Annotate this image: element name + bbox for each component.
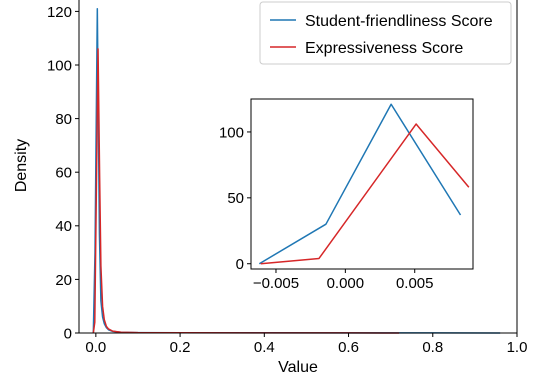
legend-label-expressiveness: Expressiveness Score xyxy=(305,40,463,57)
main-y-tick-label: 100 xyxy=(47,57,72,74)
inset-series-line-0 xyxy=(258,103,462,265)
main-y-tick-label: 20 xyxy=(55,272,72,289)
inset-y-tick-label: 100 xyxy=(219,124,244,141)
y-axis-label: Density xyxy=(13,139,30,192)
inset-y-ticks: 0 50 100 xyxy=(219,124,251,273)
inset-x-tick-label: 0.005 xyxy=(396,275,434,292)
main-y-tick-label: 60 xyxy=(55,165,72,182)
main-x-tick-label: 0.6 xyxy=(338,339,359,356)
main-x-ticks: 0.0 0.2 0.4 0.6 0.8 1.0 xyxy=(85,333,527,356)
inset-background xyxy=(251,99,473,269)
inset-x-tick-label: −0.005 xyxy=(253,275,299,292)
main-y-tick-label: 40 xyxy=(55,218,72,235)
main-x-tick-label: 0.4 xyxy=(254,339,275,356)
inset-y-tick-label: 0 xyxy=(236,256,244,273)
inset-series-group xyxy=(258,103,470,265)
inset-x-tick-label: 0.000 xyxy=(327,275,365,292)
main-y-ticks: 0 20 40 60 80 100 120 xyxy=(47,4,79,342)
main-plot-frame xyxy=(78,0,518,334)
legend-label-student-friendliness: Student-friendliness Score xyxy=(305,13,493,30)
main-y-tick-label: 120 xyxy=(47,4,72,21)
inset-plot: −0.005 0.000 0.005 0 50 100 xyxy=(219,98,474,292)
main-x-tick-label: 1.0 xyxy=(507,339,528,356)
main-plot: 0.0 0.2 0.4 0.6 0.8 1.0 0 20 40 60 80 100 120 Value… xyxy=(13,0,527,376)
inset-series-line-1 xyxy=(260,123,470,265)
main-y-tick-label: 80 xyxy=(55,111,72,128)
inset-plot-frame xyxy=(250,98,474,270)
main-y-tick-label: 0 xyxy=(64,325,72,342)
x-axis-label: Value xyxy=(278,359,318,376)
legend-box xyxy=(259,1,512,65)
main-x-tick-label: 0.0 xyxy=(85,339,106,356)
main-x-tick-label: 0.8 xyxy=(422,339,443,356)
legend: Student-friendliness Score Expressivenes… xyxy=(259,1,512,65)
inset-x-ticks: −0.005 0.000 0.005 xyxy=(253,269,434,292)
inset-y-tick-label: 50 xyxy=(227,190,244,207)
main-x-tick-label: 0.2 xyxy=(170,339,191,356)
